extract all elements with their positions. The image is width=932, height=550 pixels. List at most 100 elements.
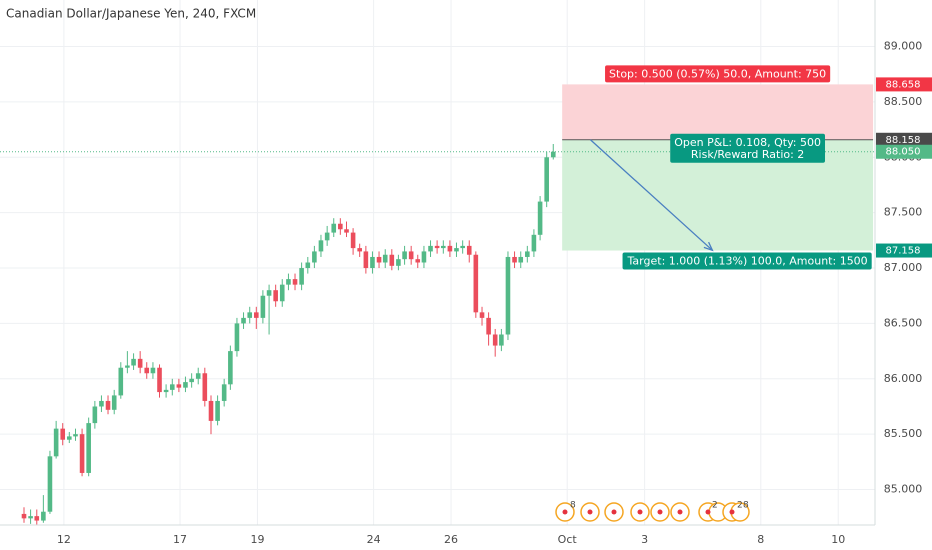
candle-body: [86, 423, 91, 473]
x-tick-label: Oct: [558, 533, 578, 546]
candle-body: [21, 513, 27, 519]
candle-body: [344, 229, 349, 233]
y-tick-label: 85.000: [884, 483, 923, 496]
candle-body: [234, 323, 240, 352]
candle-body: [512, 256, 517, 263]
candle-body: [299, 268, 304, 285]
price-tag-text: 87.158: [886, 246, 921, 257]
candle-body: [215, 400, 220, 421]
event-dot: [587, 509, 593, 515]
event-dot: [705, 509, 711, 515]
candle-body: [67, 436, 72, 440]
candle-body: [466, 245, 472, 255]
candle-body: [499, 334, 504, 346]
event-dot: [611, 509, 617, 515]
event-dot: [562, 509, 568, 515]
candle-body: [150, 367, 156, 374]
candle-body: [221, 384, 227, 401]
y-tick-label: 86.500: [884, 316, 923, 329]
event-dot: [637, 509, 643, 515]
event-badge: 2: [737, 501, 743, 511]
y-tick-label: 88.500: [884, 95, 923, 108]
candle-body: [286, 279, 291, 285]
candle-body: [266, 290, 272, 296]
candle-body: [202, 373, 208, 401]
candle-body: [460, 245, 465, 249]
arrow-line: [589, 139, 713, 251]
event-dot: [677, 509, 683, 515]
price-tag-text: 88.050: [886, 147, 921, 158]
candle-body: [260, 295, 266, 318]
candle-body: [169, 384, 175, 390]
stop-zone: [562, 84, 874, 140]
chart-title: Canadian Dollar/Japanese Yen, 240, FXCM: [6, 7, 256, 21]
candle-body: [92, 406, 98, 424]
candle-body: [125, 365, 130, 368]
price-tag: [876, 77, 932, 92]
candle-body: [228, 351, 233, 385]
candle-body: [144, 367, 150, 374]
candle-body: [389, 254, 395, 266]
candle-body: [415, 259, 421, 263]
candle-body: [486, 317, 491, 335]
y-tick-label: 86.000: [884, 372, 923, 385]
price-tag: [876, 144, 932, 159]
price-tag: [876, 243, 932, 258]
candle-body: [525, 251, 530, 257]
candle-body: [357, 248, 362, 252]
pnl-label-text: Risk/Reward Ratio: 2: [691, 148, 804, 161]
x-tick-label: 17: [173, 533, 187, 546]
candle-body: [518, 256, 524, 263]
candle-body: [241, 317, 246, 324]
price-tag-text: 88.158: [886, 135, 921, 146]
candle-body: [157, 367, 162, 393]
candle-body: [254, 312, 259, 318]
price-tag: [876, 132, 932, 147]
y-tick-label: 89.000: [884, 40, 923, 53]
candle-body: [370, 256, 375, 269]
x-tick-label: 19: [250, 533, 264, 546]
stop-label-bg: [605, 65, 831, 83]
price-tag-text: 88.658: [886, 79, 921, 90]
candle-body: [131, 358, 136, 366]
candle-body: [479, 312, 485, 318]
candle-body: [60, 428, 66, 440]
target-label-bg: [622, 252, 872, 270]
candle-body: [163, 389, 169, 393]
candle-body: [408, 251, 414, 260]
candle-body: [473, 254, 479, 313]
candle-body: [279, 284, 285, 302]
candle-body: [428, 245, 433, 252]
candle-body: [73, 434, 78, 437]
candle-body: [331, 223, 337, 233]
target-label-text: Target: 1.000 (1.13%) 100.0, Amount: 150…: [627, 255, 868, 268]
event-badge: 8: [743, 501, 749, 511]
event-icons: 8 2 2 8: [555, 501, 750, 522]
candle-body: [247, 312, 253, 318]
candle-body: [183, 382, 188, 388]
event-dot: [729, 509, 735, 515]
candle-body: [28, 516, 33, 519]
candle-body: [273, 290, 278, 302]
candle-body: [363, 251, 369, 269]
candle-body: [99, 400, 104, 407]
candle-body: [318, 240, 324, 252]
candle-body: [176, 384, 182, 388]
candle-body: [544, 157, 549, 202]
candle-body: [305, 262, 311, 269]
pnl-label-text: Open P&L: 0.108, Qty: 500: [674, 136, 821, 149]
candle-body: [189, 378, 194, 383]
x-tick-label: 24: [367, 533, 381, 546]
candle-body: [421, 251, 427, 263]
candle-body: [537, 201, 543, 235]
x-tick-label: 26: [444, 533, 458, 546]
x-tick-label: 12: [57, 533, 71, 546]
y-tick-label: 87.500: [884, 206, 923, 219]
plot-layer: [21, 139, 714, 525]
candle-body: [505, 256, 511, 335]
candle-body: [137, 358, 143, 368]
candle-body: [324, 232, 330, 241]
